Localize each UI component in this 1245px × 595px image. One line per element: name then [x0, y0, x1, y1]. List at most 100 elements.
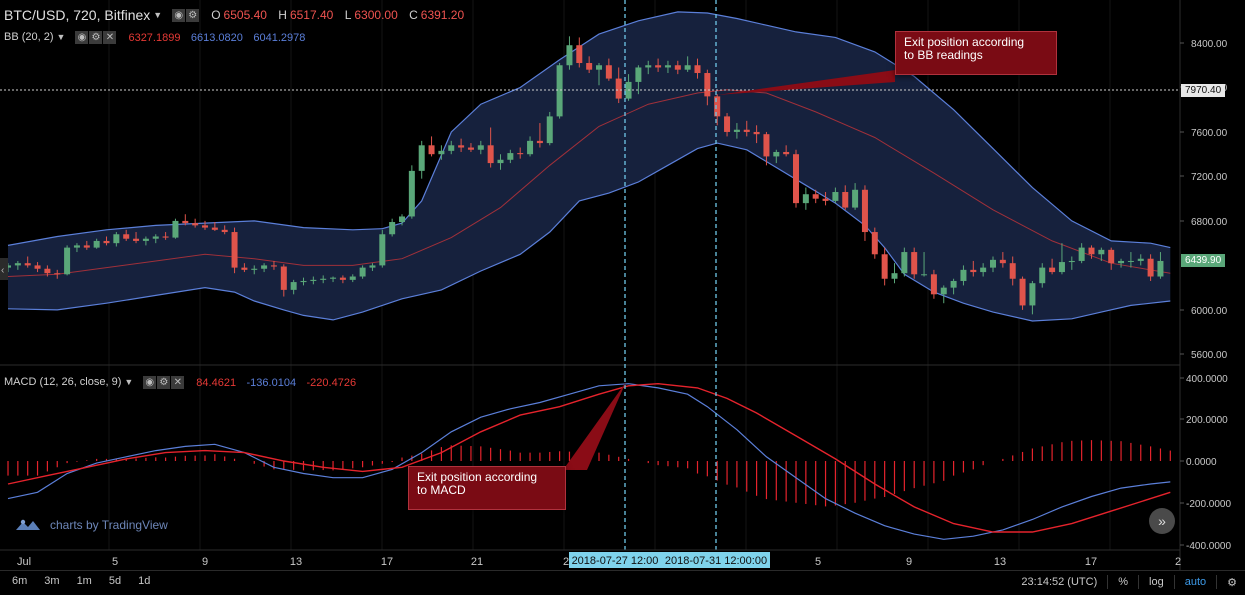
candle — [615, 67, 622, 104]
timeframe-1m[interactable]: 1m — [76, 575, 92, 587]
candle — [458, 138, 465, 152]
candle — [556, 63, 563, 119]
time-tick-label: 13 — [994, 556, 1006, 568]
ohlc-key: L — [344, 8, 352, 22]
price-pane[interactable] — [5, 11, 1171, 322]
timeframe-6m[interactable]: 6m — [12, 575, 28, 587]
macd-axis[interactable]: 400.0000 200.0000 0.0000 -200.0000 -400.0000 — [1180, 374, 1231, 552]
candle — [73, 243, 80, 253]
eye-icon[interactable]: ◉ — [172, 8, 186, 22]
candle — [960, 265, 967, 286]
log-scale-toggle[interactable]: log — [1149, 576, 1164, 588]
candle — [950, 278, 957, 295]
candle — [970, 260, 977, 277]
time-marker-1: 2018-07-27 12:00 — [569, 552, 662, 568]
candle — [1049, 258, 1056, 275]
macd-line — [7, 383, 1171, 540]
close-icon[interactable]: ✕ — [171, 375, 185, 389]
legend-buttons: ◉ ⚙ ✕ — [75, 30, 117, 44]
divider — [1216, 575, 1218, 589]
time-tick-label: 9 — [202, 556, 208, 568]
candle — [320, 275, 327, 284]
candle — [527, 136, 534, 157]
last-price-label: 6439.90 — [1181, 254, 1226, 267]
timeframe-5d[interactable]: 5d — [108, 575, 122, 587]
macd-values: 84.4621 -136.0104 -220.4726 — [196, 373, 362, 391]
candle — [113, 232, 120, 247]
candle — [724, 113, 731, 137]
candle — [54, 269, 61, 279]
signal-line-value: -220.4726 — [306, 377, 357, 389]
ohlc-value: 6391.20 — [420, 8, 465, 22]
close-icon[interactable]: ✕ — [103, 30, 117, 44]
candle — [852, 183, 859, 210]
candle — [1127, 252, 1134, 268]
candle — [1019, 276, 1026, 310]
signal-line — [7, 382, 1171, 533]
bb-legend-label[interactable]: BB (20, 2) — [4, 31, 54, 43]
bb-values: 6327.1899 6613.0820 6041.2978 — [128, 28, 311, 46]
tradingview-watermark[interactable]: charts by TradingView — [14, 518, 168, 532]
gear-icon[interactable]: ⚙ — [157, 375, 171, 389]
eye-icon[interactable]: ◉ — [75, 30, 89, 44]
price-tick-label: 7200.00 — [1191, 172, 1228, 183]
utc-clock[interactable]: 23:14:52 (UTC) — [1021, 576, 1098, 588]
candle — [389, 218, 396, 237]
candle — [44, 265, 51, 277]
divider — [1138, 575, 1140, 589]
candle — [399, 214, 405, 226]
candle — [704, 69, 711, 106]
left-scroll-handle[interactable] — [0, 258, 8, 280]
timeframe-1d[interactable]: 1d — [138, 575, 151, 587]
candle — [123, 229, 130, 241]
candle — [359, 265, 366, 279]
candle — [743, 120, 750, 137]
time-tick-label: 21 — [471, 556, 483, 568]
candle — [133, 232, 140, 244]
scroll-to-realtime-button[interactable]: » — [1149, 508, 1175, 534]
candle — [1029, 280, 1036, 315]
macd-legend-label[interactable]: MACD (12, 26, close, 9) — [4, 376, 122, 388]
gear-icon[interactable]: ⚙ — [89, 30, 103, 44]
crosshair-price-label: 7970.40 — [1181, 84, 1226, 97]
ohlc-values: O 6505.40 H 6517.40 L 6300.00 C 6391.20 — [211, 8, 472, 22]
gear-icon[interactable]: ⚙ — [1227, 576, 1237, 589]
candle — [93, 238, 100, 249]
percent-scale-toggle[interactable]: % — [1118, 576, 1129, 588]
candle — [507, 149, 514, 164]
candle — [802, 187, 809, 210]
candle — [1009, 256, 1016, 286]
timeframe-3m[interactable]: 3m — [44, 575, 60, 587]
candle — [822, 192, 829, 206]
candle — [655, 58, 662, 72]
legend-buttons: ◉ ⚙ — [172, 8, 200, 22]
symbol-title[interactable]: BTC/USD, 720, Bitfinex — [4, 7, 151, 23]
candle — [1068, 256, 1075, 270]
candle — [300, 277, 307, 286]
timeframe-buttons: 6m 3m 1m 5d 1d — [12, 575, 150, 587]
gear-icon[interactable]: ⚙ — [186, 8, 200, 22]
candle — [999, 252, 1006, 268]
candle — [861, 185, 868, 241]
candle — [891, 263, 898, 284]
chevron-down-icon[interactable]: ▼ — [56, 32, 66, 42]
time-tick-label: 2 — [1175, 556, 1181, 568]
candle — [349, 274, 356, 283]
candle — [428, 136, 435, 157]
macd-pane[interactable] — [7, 382, 1171, 540]
candle — [783, 145, 790, 157]
auto-scale-toggle[interactable]: auto — [1184, 576, 1207, 588]
eye-icon[interactable]: ◉ — [143, 375, 157, 389]
candle — [103, 236, 110, 246]
candle — [487, 127, 494, 168]
candle — [467, 143, 474, 152]
candle — [221, 225, 228, 235]
chevron-down-icon[interactable]: ▼ — [153, 10, 163, 20]
time-tick-label: 17 — [381, 556, 393, 568]
ohlc-key: O — [211, 8, 221, 22]
candle — [684, 56, 691, 72]
chevron-down-icon[interactable]: ▼ — [124, 377, 134, 387]
